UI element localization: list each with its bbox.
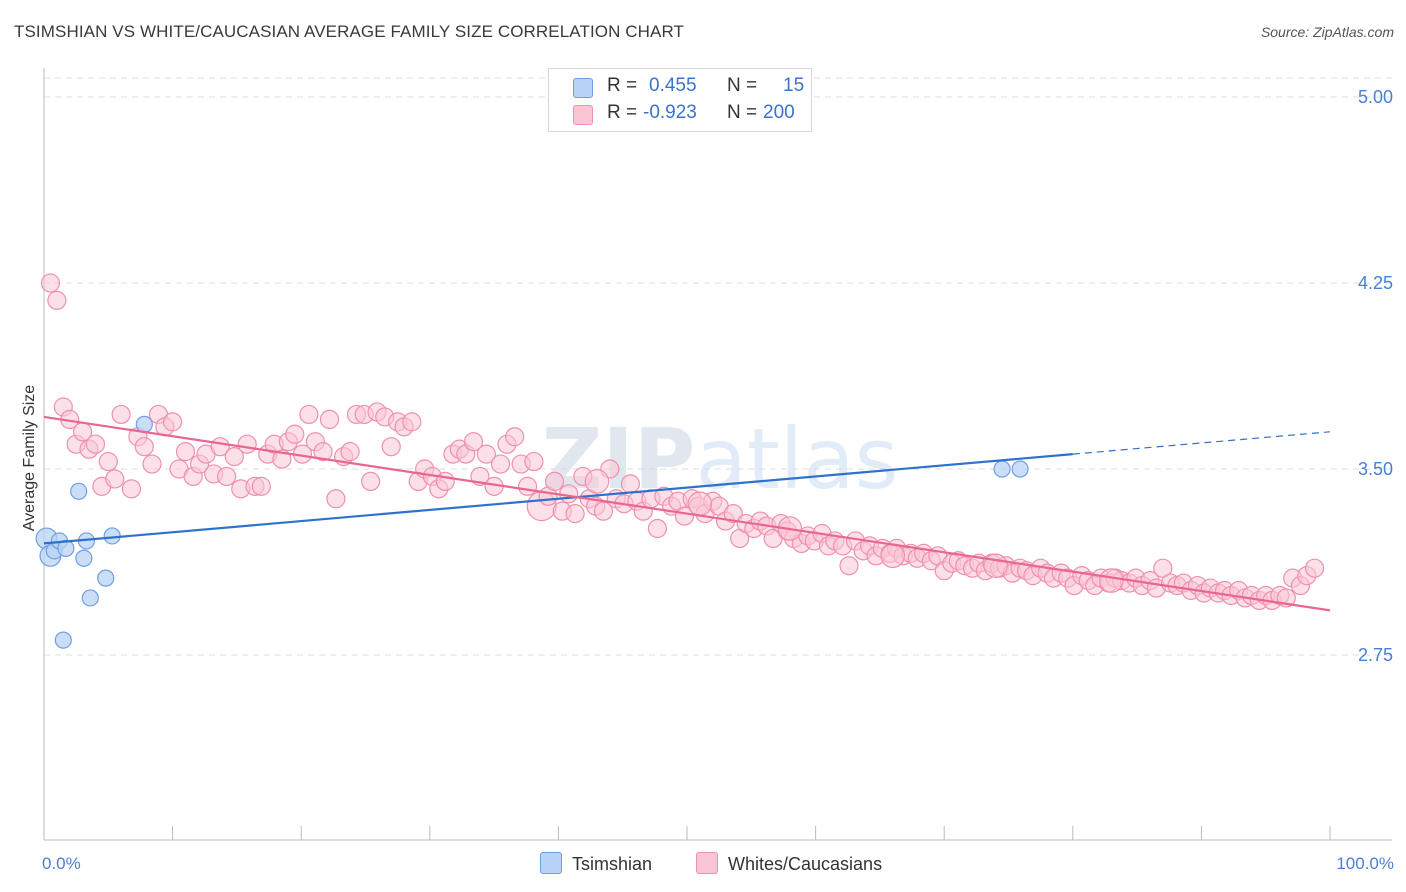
whites-caucasians-point (285, 424, 305, 444)
y-tick-label: 3.50 (1358, 459, 1393, 479)
whites-caucasians-point (98, 451, 118, 472)
whites-caucasians-point (299, 404, 319, 425)
tsimshian-series (35, 415, 1029, 649)
whites-caucasians-point (1099, 568, 1124, 593)
whites-caucasians-point (1153, 558, 1173, 578)
whites-caucasians-point (326, 489, 346, 509)
whites-caucasians-point (723, 504, 743, 524)
whites-caucasians-point (584, 469, 610, 494)
tsimshian-point (57, 539, 75, 557)
whites-caucasians-point (361, 471, 381, 491)
whites-caucasians-point (687, 491, 713, 517)
source-credit: Source: ZipAtlas.com (1260, 24, 1394, 40)
bottom-legend-tsimshian: Tsimshian (540, 852, 652, 875)
tsimshian-legend-swatch (540, 852, 562, 874)
tsimshian-trend-line (43, 453, 1073, 545)
legend-n-label: N = (727, 75, 758, 96)
whites-caucasians-point (381, 437, 401, 457)
whites-caucasians-point (490, 454, 511, 474)
whites-caucasians-point (175, 442, 196, 462)
whites-caucasians-point (237, 434, 257, 454)
x-tick-label-max: 100.0% (1336, 854, 1394, 873)
trend-lines (43, 415, 1331, 612)
whites-caucasians-point (217, 466, 237, 487)
grid-lines (44, 77, 1392, 656)
whites-caucasians-point (524, 451, 544, 472)
y-axis-label: Average Family Size (21, 385, 38, 532)
whites-caucasians-point (647, 518, 668, 539)
legend-n-label: N = (727, 102, 758, 123)
whites-caucasians-point (142, 454, 162, 474)
y-tick-label: 4.25 (1358, 273, 1393, 293)
whites-caucasians-point (121, 479, 142, 499)
legend-r-label: R = (607, 102, 638, 123)
whites-caucasians-point (340, 442, 360, 462)
whites-caucasians-point (565, 504, 585, 524)
x-tick-label-min: 0.0% (42, 854, 81, 873)
whites-caucasians-point (839, 556, 859, 576)
tsimshian-point (1011, 460, 1029, 478)
whites-caucasians-point (163, 412, 183, 432)
whites-caucasians-point (85, 434, 106, 454)
whites-caucasians-point (505, 427, 525, 447)
whites-legend-swatch (696, 852, 718, 874)
chart-title: TSIMSHIAN VS WHITE/CAUCASIAN AVERAGE FAM… (14, 22, 685, 41)
whites-caucasians-point (1304, 558, 1325, 578)
whites-caucasians-point (272, 449, 292, 469)
axes (43, 68, 1392, 841)
whites-caucasians-point (40, 273, 61, 293)
legend-n-value: 200 (763, 102, 795, 123)
tsimshian-point (81, 589, 99, 607)
tsimshian-trend-extension (1072, 431, 1331, 455)
y-tick-labels: 2.75 3.50 4.25 5.00 (1358, 87, 1393, 665)
correlation-legend: R = 0.455 N = 15 R = -0.923 N = 200 (548, 68, 812, 132)
whites-caucasians-point (476, 444, 496, 464)
tsimshian-point (70, 482, 88, 500)
whites-caucasians-point (544, 471, 565, 491)
watermark-atlas: atlas (695, 410, 898, 508)
whites-caucasians-point (47, 290, 67, 310)
whites-caucasians-point (111, 404, 131, 425)
tsimshian-point (54, 631, 72, 649)
tsimshian-point (993, 460, 1011, 478)
whites-caucasians-point (517, 476, 538, 496)
whites-caucasians-point (251, 476, 271, 496)
whites-legend-label: Whites/Caucasians (728, 854, 883, 874)
whites-caucasians-point (319, 409, 340, 429)
whites-caucasians-point (620, 474, 641, 494)
whites-swatch (573, 105, 593, 125)
whites-caucasians-point (463, 432, 484, 452)
whites-caucasians-point (880, 543, 906, 569)
tsimshian-legend-label: Tsimshian (572, 854, 653, 874)
tsimshian-point (135, 415, 153, 433)
legend-n-value: 15 (783, 75, 805, 96)
tsimshian-point (75, 549, 93, 567)
legend-r-label: R = (607, 75, 638, 96)
legend-r-value: -0.923 (643, 102, 697, 123)
whites-caucasians-trend-line (43, 415, 1331, 612)
whites-caucasians-point (402, 412, 422, 432)
whites-caucasians-point (983, 553, 1008, 579)
legend-r-value: 0.455 (649, 75, 697, 96)
tsimshian-swatch (573, 78, 593, 98)
y-tick-label: 5.00 (1358, 87, 1393, 107)
whites-caucasians-point (224, 447, 244, 467)
tsimshian-point (97, 569, 115, 587)
whites-caucasians-point (435, 471, 455, 491)
whites-caucasians-point (134, 437, 154, 457)
whites-caucasians-point (105, 469, 125, 489)
y-tick-label: 2.75 (1358, 645, 1393, 665)
whites-caucasians-point (313, 442, 333, 462)
bottom-legend-whites: Whites/Caucasians (696, 852, 882, 875)
